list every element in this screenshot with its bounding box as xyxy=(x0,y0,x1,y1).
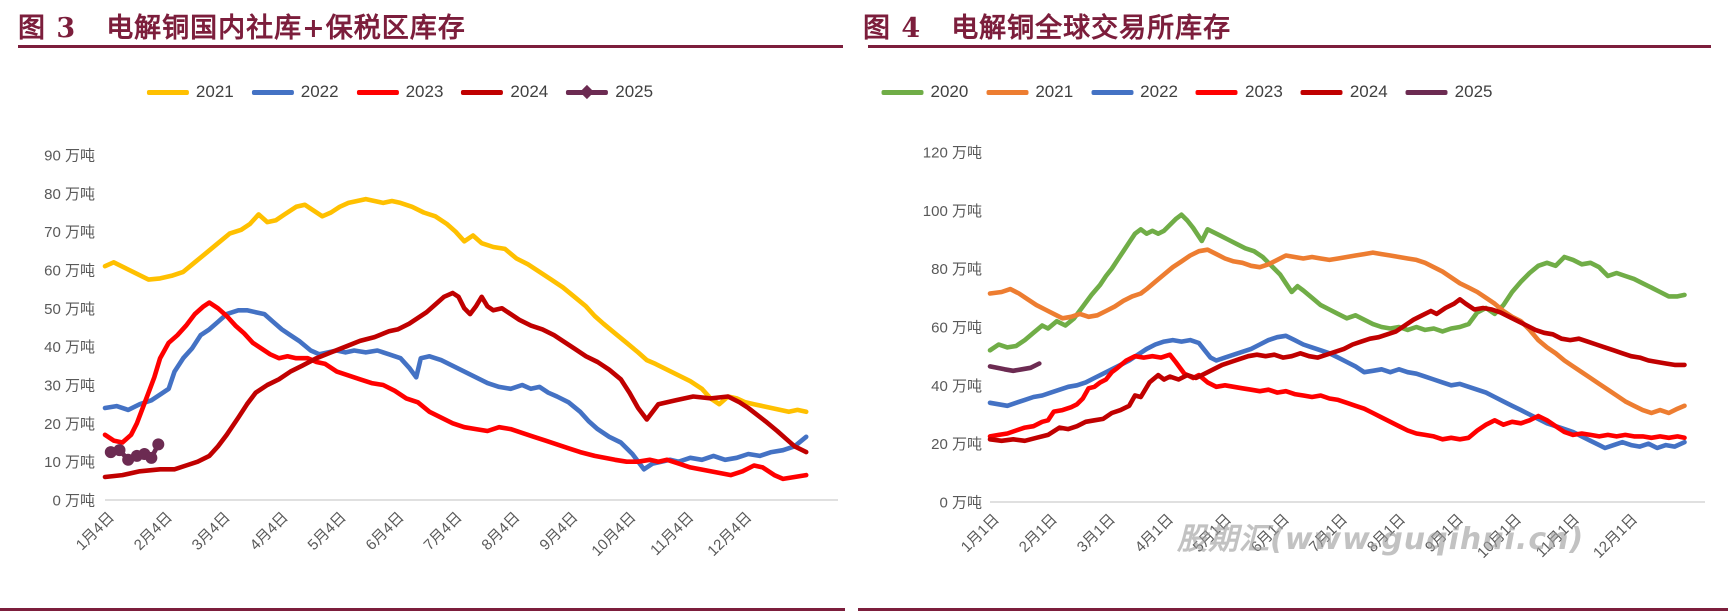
legend-swatch-2025 xyxy=(1405,89,1448,95)
series-line-2023 xyxy=(987,352,1687,442)
legend-item-2020: 2020 xyxy=(881,82,969,102)
legend-item-2023: 2023 xyxy=(1196,82,1283,102)
y-tick-label: 20 万吨 xyxy=(44,416,95,433)
y-tick-label: 50 万吨 xyxy=(44,301,95,318)
legend-label-2023: 2023 xyxy=(405,82,444,101)
series-marker-2025 xyxy=(152,438,165,451)
y-tick-label: 0 万吨 xyxy=(939,495,982,512)
figure-4-chart-svg: 0 万吨 20 万吨 40 万吨 60 万吨 80 万吨 100 万吨 120 万吨 1月1日… xyxy=(923,145,1705,562)
x-tick-label: 3月1日 xyxy=(1074,511,1119,556)
series-line-2021 xyxy=(102,196,809,415)
y-tick-label: 100 万吨 xyxy=(923,203,982,220)
figure-3-panel: 图 3 电解铜国内社库+保税区库存 2021 2022 2023 2024 2025 0 … xyxy=(0,0,845,613)
legend-item-2022: 2022 xyxy=(1091,82,1178,102)
legend-swatch-2021 xyxy=(986,89,1029,95)
y-tick-label: 80 万吨 xyxy=(44,186,95,203)
x-tick-label: 12月1日 xyxy=(1590,511,1641,562)
legend-item-2024: 2024 xyxy=(1300,82,1388,102)
legend-item-2024: 2024 xyxy=(461,82,548,102)
figure-4-title-underline xyxy=(868,45,1711,48)
x-tick-label: 2月4日 xyxy=(131,509,176,554)
legend-label-2022: 2022 xyxy=(1140,82,1178,101)
x-tick-label: 2月1日 xyxy=(1016,511,1061,556)
legend-label-2025: 2025 xyxy=(615,82,654,101)
legend-swatch-2024 xyxy=(461,89,504,95)
series-line-2021 xyxy=(987,247,1687,416)
x-tick-label: 1月1日 xyxy=(958,511,1003,556)
watermark: 股期汇(www.guqihui.cn) xyxy=(1177,522,1585,557)
x-tick-label: 7月4日 xyxy=(420,509,465,554)
series-line-2020 xyxy=(987,212,1687,353)
legend-item-2022: 2022 xyxy=(251,82,339,102)
y-tick-label: 60 万吨 xyxy=(931,320,982,337)
figure-3-chart-svg: 0 万吨 10 万吨 20 万吨 30 万吨 40 万吨 50 万吨 60 万吨 70 万吨 8… xyxy=(44,148,838,560)
figure-3-title-underline xyxy=(18,45,843,48)
series-marker-2025 xyxy=(145,451,158,464)
series-line-2025 xyxy=(987,361,1042,374)
figure-4-title: 图 4 电解铜全球交易所库存 xyxy=(863,6,1231,45)
legend-swatch-2025 xyxy=(566,84,609,99)
x-tick-label: 4月4日 xyxy=(247,509,292,554)
y-tick-label: 90 万吨 xyxy=(44,148,95,165)
legend-swatch-2023 xyxy=(1196,89,1238,95)
legend-swatch-2022 xyxy=(251,89,294,95)
figure-3-number: 图 3 xyxy=(18,13,77,44)
legend-item-2025: 2025 xyxy=(566,82,653,102)
x-tick-label: 6月4日 xyxy=(363,509,408,554)
y-tick-label: 60 万吨 xyxy=(44,263,95,280)
y-tick-label: 70 万吨 xyxy=(44,224,95,241)
series-line-2024 xyxy=(987,296,1687,444)
figure-4-title-text: 电解铜全球交易所库存 xyxy=(951,13,1232,44)
x-tick-label: 5月4日 xyxy=(305,509,350,554)
legend-label-2025: 2025 xyxy=(1454,82,1493,101)
x-tick-label: 11月4日 xyxy=(647,509,697,559)
legend-label-2021: 2021 xyxy=(1035,82,1074,101)
x-tick-label: 3月4日 xyxy=(189,509,234,554)
legend-label-2024: 2024 xyxy=(1349,82,1388,101)
legend-item-2021: 2021 xyxy=(146,82,234,102)
y-tick-label: 0 万吨 xyxy=(52,493,95,510)
figure-4-panel: 图 4 电解铜全球交易所库存 2020 2021 2022 2023 2024 2025 0… xyxy=(845,0,1728,613)
x-tick-label: 12月4日 xyxy=(704,509,755,560)
x-tick-label: 9月4日 xyxy=(536,509,581,554)
legend-item-2021: 2021 xyxy=(986,82,1073,102)
legend-label-2020: 2020 xyxy=(930,82,969,101)
figure-4-bottom-border xyxy=(858,608,1728,611)
y-tick-label: 10 万吨 xyxy=(44,454,95,471)
legend-swatch-2023 xyxy=(356,89,399,95)
y-tick-label: 80 万吨 xyxy=(931,261,982,278)
x-tick-label: 1月4日 xyxy=(73,509,118,554)
series-marker-2025 xyxy=(113,444,126,457)
series-line-2022 xyxy=(987,333,1687,451)
legend-swatch-2020 xyxy=(881,89,924,95)
x-tick-label: 10月4日 xyxy=(588,509,639,560)
figure-3-bottom-border xyxy=(0,608,845,611)
legend-swatch-2022 xyxy=(1091,89,1134,95)
figure-4-number: 图 4 xyxy=(863,13,922,44)
legend-label-2023: 2023 xyxy=(1245,82,1283,101)
series-line-2024 xyxy=(102,290,809,480)
legend-item-2023: 2023 xyxy=(356,82,444,102)
legend-swatch-2021 xyxy=(146,89,189,95)
legend-label-2022: 2022 xyxy=(300,82,339,101)
series-line-2023 xyxy=(102,300,809,482)
y-tick-label: 20 万吨 xyxy=(931,436,982,453)
x-tick-label: 8月4日 xyxy=(478,509,523,554)
y-tick-label: 30 万吨 xyxy=(44,378,95,395)
y-tick-label: 40 万吨 xyxy=(931,378,982,395)
figure-3-title: 图 3 电解铜国内社库+保税区库存 xyxy=(18,6,466,45)
legend-label-2024: 2024 xyxy=(510,82,549,101)
figure-3-title-text: 电解铜国内社库+保税区库存 xyxy=(106,13,466,44)
legend-label-2021: 2021 xyxy=(195,82,234,101)
y-tick-label: 120 万吨 xyxy=(923,145,982,162)
legend-swatch-2024 xyxy=(1300,89,1343,95)
y-tick-label: 40 万吨 xyxy=(44,339,95,356)
legend-0: 2021 2022 2023 2024 2025 xyxy=(146,82,653,102)
legend-1: 2020 2021 2022 2023 2024 2025 xyxy=(881,82,1493,102)
x-tick-label: 4月1日 xyxy=(1132,511,1177,556)
legend-item-2025: 2025 xyxy=(1405,82,1493,102)
